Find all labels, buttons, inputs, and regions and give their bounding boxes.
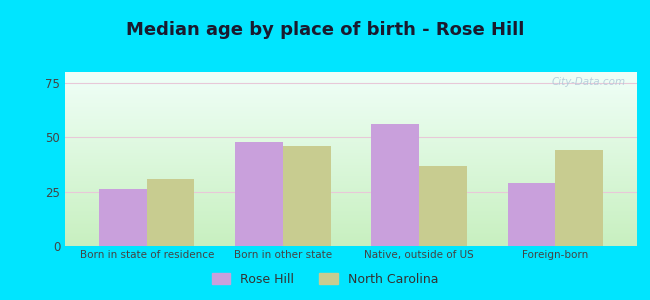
Bar [555, 150, 603, 246]
Bar [283, 146, 331, 246]
Bar [371, 124, 419, 246]
Bar [147, 178, 194, 246]
Bar [419, 166, 467, 246]
Text: City-Data.com: City-Data.com [551, 77, 625, 87]
Text: Median age by place of birth - Rose Hill: Median age by place of birth - Rose Hill [126, 21, 524, 39]
Bar [99, 190, 147, 246]
Legend: Rose Hill, North Carolina: Rose Hill, North Carolina [207, 268, 443, 291]
Bar [508, 183, 555, 246]
Bar [235, 142, 283, 246]
